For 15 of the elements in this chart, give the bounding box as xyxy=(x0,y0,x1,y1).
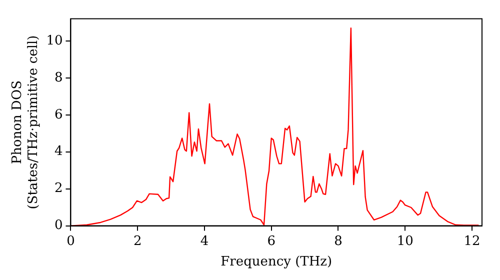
x-tick-label: 6 xyxy=(267,234,276,249)
x-tick-label: 2 xyxy=(133,234,142,249)
y-tick-label: 4 xyxy=(54,144,63,160)
y-tick-label: 2 xyxy=(54,181,63,196)
y-tick-label: 8 xyxy=(54,70,63,86)
y-tick-label: 6 xyxy=(54,107,63,122)
x-axis-title: Frequency (THz) xyxy=(220,254,332,270)
x-tick-label: 12 xyxy=(464,234,480,249)
y-axis-title: Phonon DOS (States/THz·primitive cell) xyxy=(10,35,41,210)
x-tick-label: 8 xyxy=(334,234,342,249)
y-tick-label: 0 xyxy=(54,218,63,234)
x-tick-label: 10 xyxy=(396,234,414,249)
x-tick-label: 4 xyxy=(200,234,209,249)
y-tick-label: 10 xyxy=(46,33,63,48)
x-tick-label: 0 xyxy=(66,234,75,249)
